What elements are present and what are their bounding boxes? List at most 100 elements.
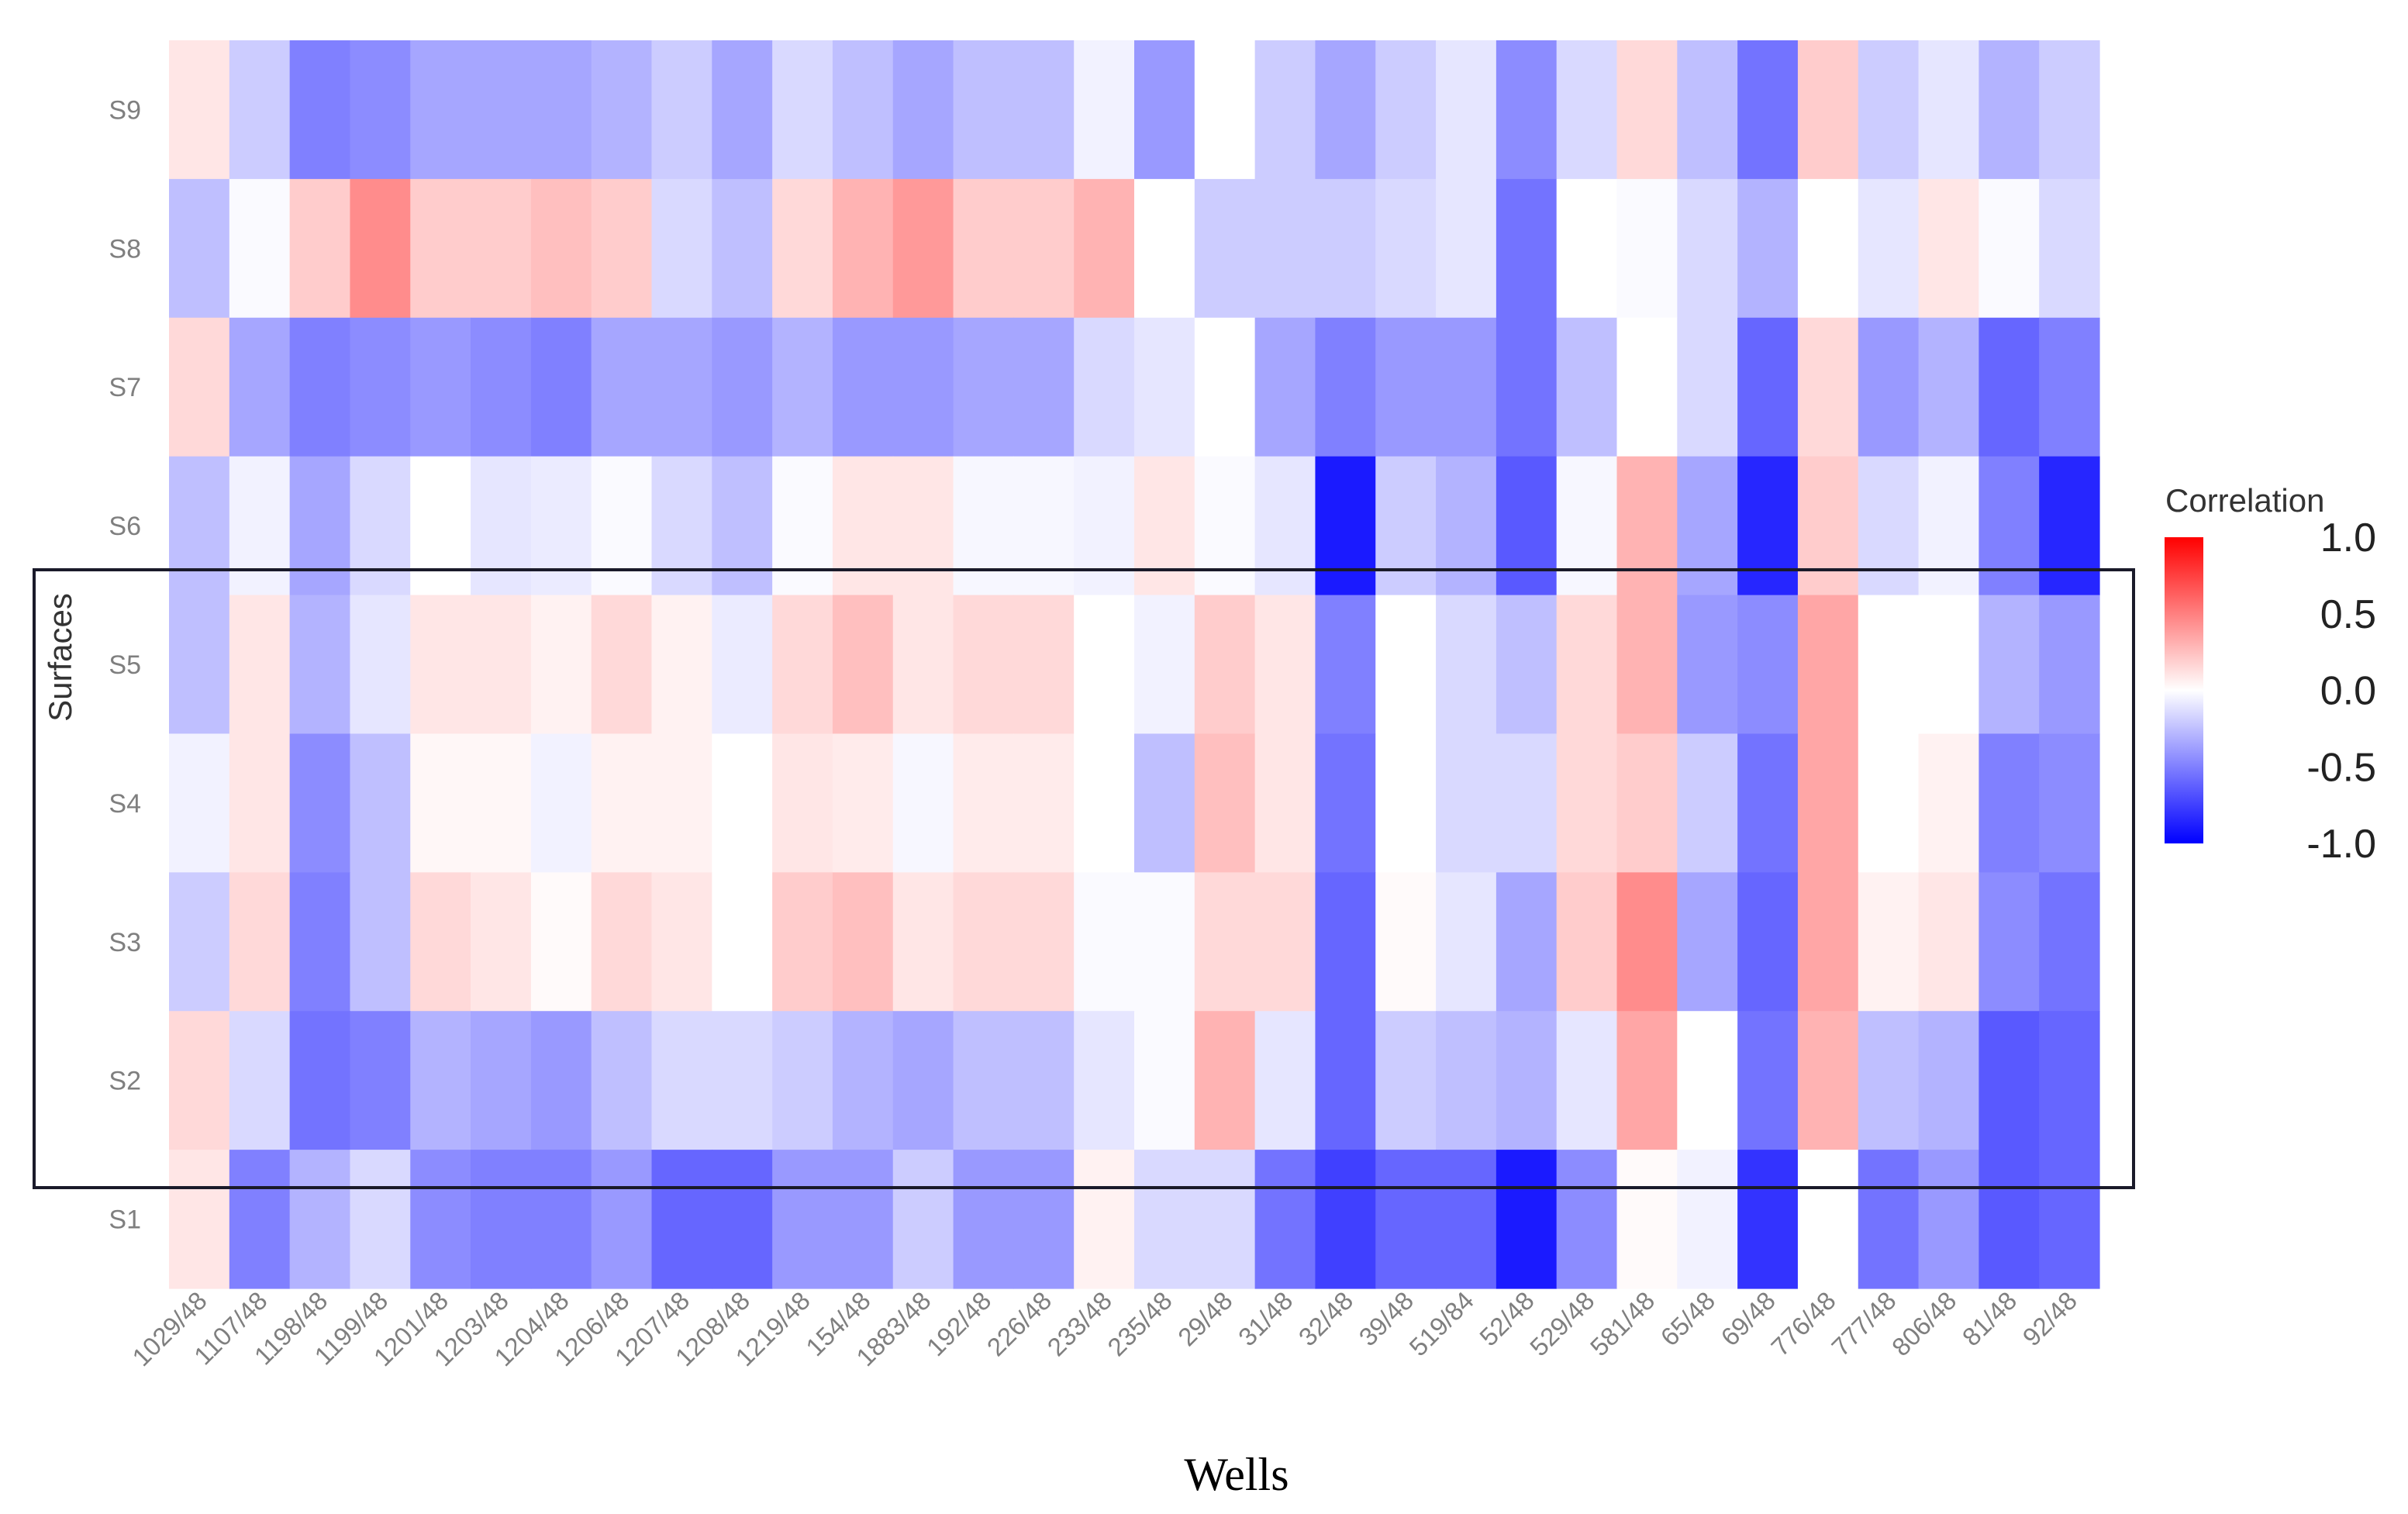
heatmap-cell-S4-1207/48 — [651, 733, 712, 873]
heatmap-cell-S4-1204/48 — [530, 733, 592, 873]
heatmap-cell-S4-1201/48 — [410, 733, 471, 873]
heatmap-cell-S6-581/48 — [1616, 456, 1678, 596]
x-tick-label: 806/48 — [1886, 1286, 1962, 1362]
heatmap-cell-S9-1201/48 — [410, 40, 471, 180]
heatmap-cell-S9-529/48 — [1556, 40, 1618, 180]
heatmap-cell-S8-1029/48 — [169, 178, 230, 319]
heatmap-cell-S4-29/48 — [1194, 733, 1256, 873]
heatmap-cell-S4-32/48 — [1315, 733, 1376, 873]
heatmap-cell-S3-1199/48 — [350, 872, 411, 1012]
heatmap-cell-S8-233/48 — [1074, 178, 1135, 319]
heatmap-cell-S7-1198/48 — [289, 317, 351, 457]
heatmap-cell-S6-29/48 — [1194, 456, 1256, 596]
heatmap-cell-S3-31/48 — [1254, 872, 1316, 1012]
heatmap-cell-S4-235/48 — [1134, 733, 1195, 873]
heatmap-cell-S7-31/48 — [1254, 317, 1316, 457]
heatmap-cell-S1-154/48 — [832, 1150, 894, 1289]
heatmap-cell-S4-39/48 — [1375, 733, 1437, 873]
heatmap-cell-S5-81/48 — [1978, 595, 2040, 735]
heatmap-cell-S4-581/48 — [1616, 733, 1678, 873]
heatmap-cell-S6-529/48 — [1556, 456, 1618, 596]
heatmap-cell-S9-235/48 — [1134, 40, 1195, 180]
heatmap-cell-S8-92/48 — [2039, 178, 2100, 319]
heatmap-cell-S6-52/48 — [1496, 456, 1558, 596]
heatmap-cell-S8-1107/48 — [229, 178, 291, 319]
heatmap-cell-S8-1203/48 — [471, 178, 532, 319]
heatmap-cell-S2-1199/48 — [350, 1011, 411, 1150]
heatmap-cell-S7-154/48 — [832, 317, 894, 457]
heatmap-cell-S9-1883/48 — [892, 40, 954, 180]
heatmap-cell-S6-1208/48 — [712, 456, 773, 596]
heatmap-cell-S9-31/48 — [1254, 40, 1316, 180]
heatmap-cell-S4-92/48 — [2039, 733, 2100, 873]
heatmap-cell-S2-92/48 — [2039, 1011, 2100, 1150]
x-tick-label: 233/48 — [1042, 1286, 1118, 1362]
x-tick-label: 92/48 — [2016, 1286, 2082, 1352]
heatmap-cell-S8-529/48 — [1556, 178, 1618, 319]
legend-tick-label: 0.0 — [2320, 669, 2376, 714]
legend-tick-label: 0.5 — [2320, 592, 2376, 637]
heatmap-cell-S6-154/48 — [832, 456, 894, 596]
y-tick-label: S9 — [109, 95, 141, 125]
heatmap-cell-S3-65/48 — [1677, 872, 1738, 1012]
heatmap-cell-S8-52/48 — [1496, 178, 1558, 319]
heatmap-cell-S9-81/48 — [1978, 40, 2040, 180]
heatmap-cell-S3-776/48 — [1797, 872, 1859, 1012]
heatmap-cell-S3-1219/48 — [772, 872, 833, 1012]
heatmap-cell-S6-1029/48 — [169, 456, 230, 596]
heatmap-cell-S1-806/48 — [1918, 1150, 1979, 1289]
heatmap-cell-S1-1207/48 — [651, 1150, 712, 1289]
heatmap-cell-S5-192/48 — [953, 595, 1014, 735]
heatmap-cell-S5-1883/48 — [892, 595, 954, 735]
heatmap-cell-S3-1107/48 — [229, 872, 291, 1012]
heatmap-cell-S4-519/84 — [1436, 733, 1497, 873]
heatmap-cell-S7-1206/48 — [591, 317, 653, 457]
heatmap-cell-S2-1207/48 — [651, 1011, 712, 1150]
heatmap-cell-S1-529/48 — [1556, 1150, 1618, 1289]
heatmap-cell-S2-29/48 — [1194, 1011, 1256, 1150]
heatmap-cell-S9-519/84 — [1436, 40, 1497, 180]
heatmap-cell-S4-65/48 — [1677, 733, 1738, 873]
heatmap-cell-S3-32/48 — [1315, 872, 1376, 1012]
heatmap-cell-S5-39/48 — [1375, 595, 1437, 735]
heatmap-cell-S8-29/48 — [1194, 178, 1256, 319]
heatmap-cell-S6-519/84 — [1436, 456, 1497, 596]
heatmap-cell-S2-31/48 — [1254, 1011, 1316, 1150]
heatmap-cell-S7-1208/48 — [712, 317, 773, 457]
heatmap-cell-S1-1883/48 — [892, 1150, 954, 1289]
heatmap-cell-S1-1199/48 — [350, 1150, 411, 1289]
heatmap-cell-S9-92/48 — [2039, 40, 2100, 180]
y-tick-label: S3 — [109, 928, 141, 957]
heatmap-cell-S5-519/84 — [1436, 595, 1497, 735]
heatmap-cell-S2-235/48 — [1134, 1011, 1195, 1150]
heatmap-cell-S8-1204/48 — [530, 178, 592, 319]
y-tick-label: S8 — [109, 234, 141, 264]
heatmap-cell-S9-581/48 — [1616, 40, 1678, 180]
heatmap-cell-S2-32/48 — [1315, 1011, 1376, 1150]
heatmap-cell-S1-1029/48 — [169, 1150, 230, 1289]
heatmap-cell-S3-52/48 — [1496, 872, 1558, 1012]
heatmap-cell-S5-1203/48 — [471, 595, 532, 735]
heatmap-cell-S9-154/48 — [832, 40, 894, 180]
heatmap-cell-S8-81/48 — [1978, 178, 2040, 319]
heatmap-cell-S1-31/48 — [1254, 1150, 1316, 1289]
heatmap-cell-S9-1107/48 — [229, 40, 291, 180]
heatmap-cell-S1-92/48 — [2039, 1150, 2100, 1289]
heatmap-cell-S2-81/48 — [1978, 1011, 2040, 1150]
heatmap-cell-S6-1201/48 — [410, 456, 471, 596]
heatmap-cell-S3-1198/48 — [289, 872, 351, 1012]
heatmap-cell-S6-81/48 — [1978, 456, 2040, 596]
heatmap-cell-S7-81/48 — [1978, 317, 2040, 457]
heatmap-cell-S4-1203/48 — [471, 733, 532, 873]
heatmap-cell-S8-1199/48 — [350, 178, 411, 319]
heatmap-cell-S8-777/48 — [1858, 178, 1920, 319]
heatmap-cell-S3-519/84 — [1436, 872, 1497, 1012]
heatmap-cell-S5-65/48 — [1677, 595, 1738, 735]
y-tick-label: S1 — [109, 1205, 141, 1235]
heatmap-cell-S4-777/48 — [1858, 733, 1920, 873]
heatmap-cell-S2-69/48 — [1737, 1011, 1799, 1150]
heatmap-cell-S7-1204/48 — [530, 317, 592, 457]
heatmap-cell-S8-65/48 — [1677, 178, 1738, 319]
heatmap-cell-S3-69/48 — [1737, 872, 1799, 1012]
heatmap-cell-S4-69/48 — [1737, 733, 1799, 873]
